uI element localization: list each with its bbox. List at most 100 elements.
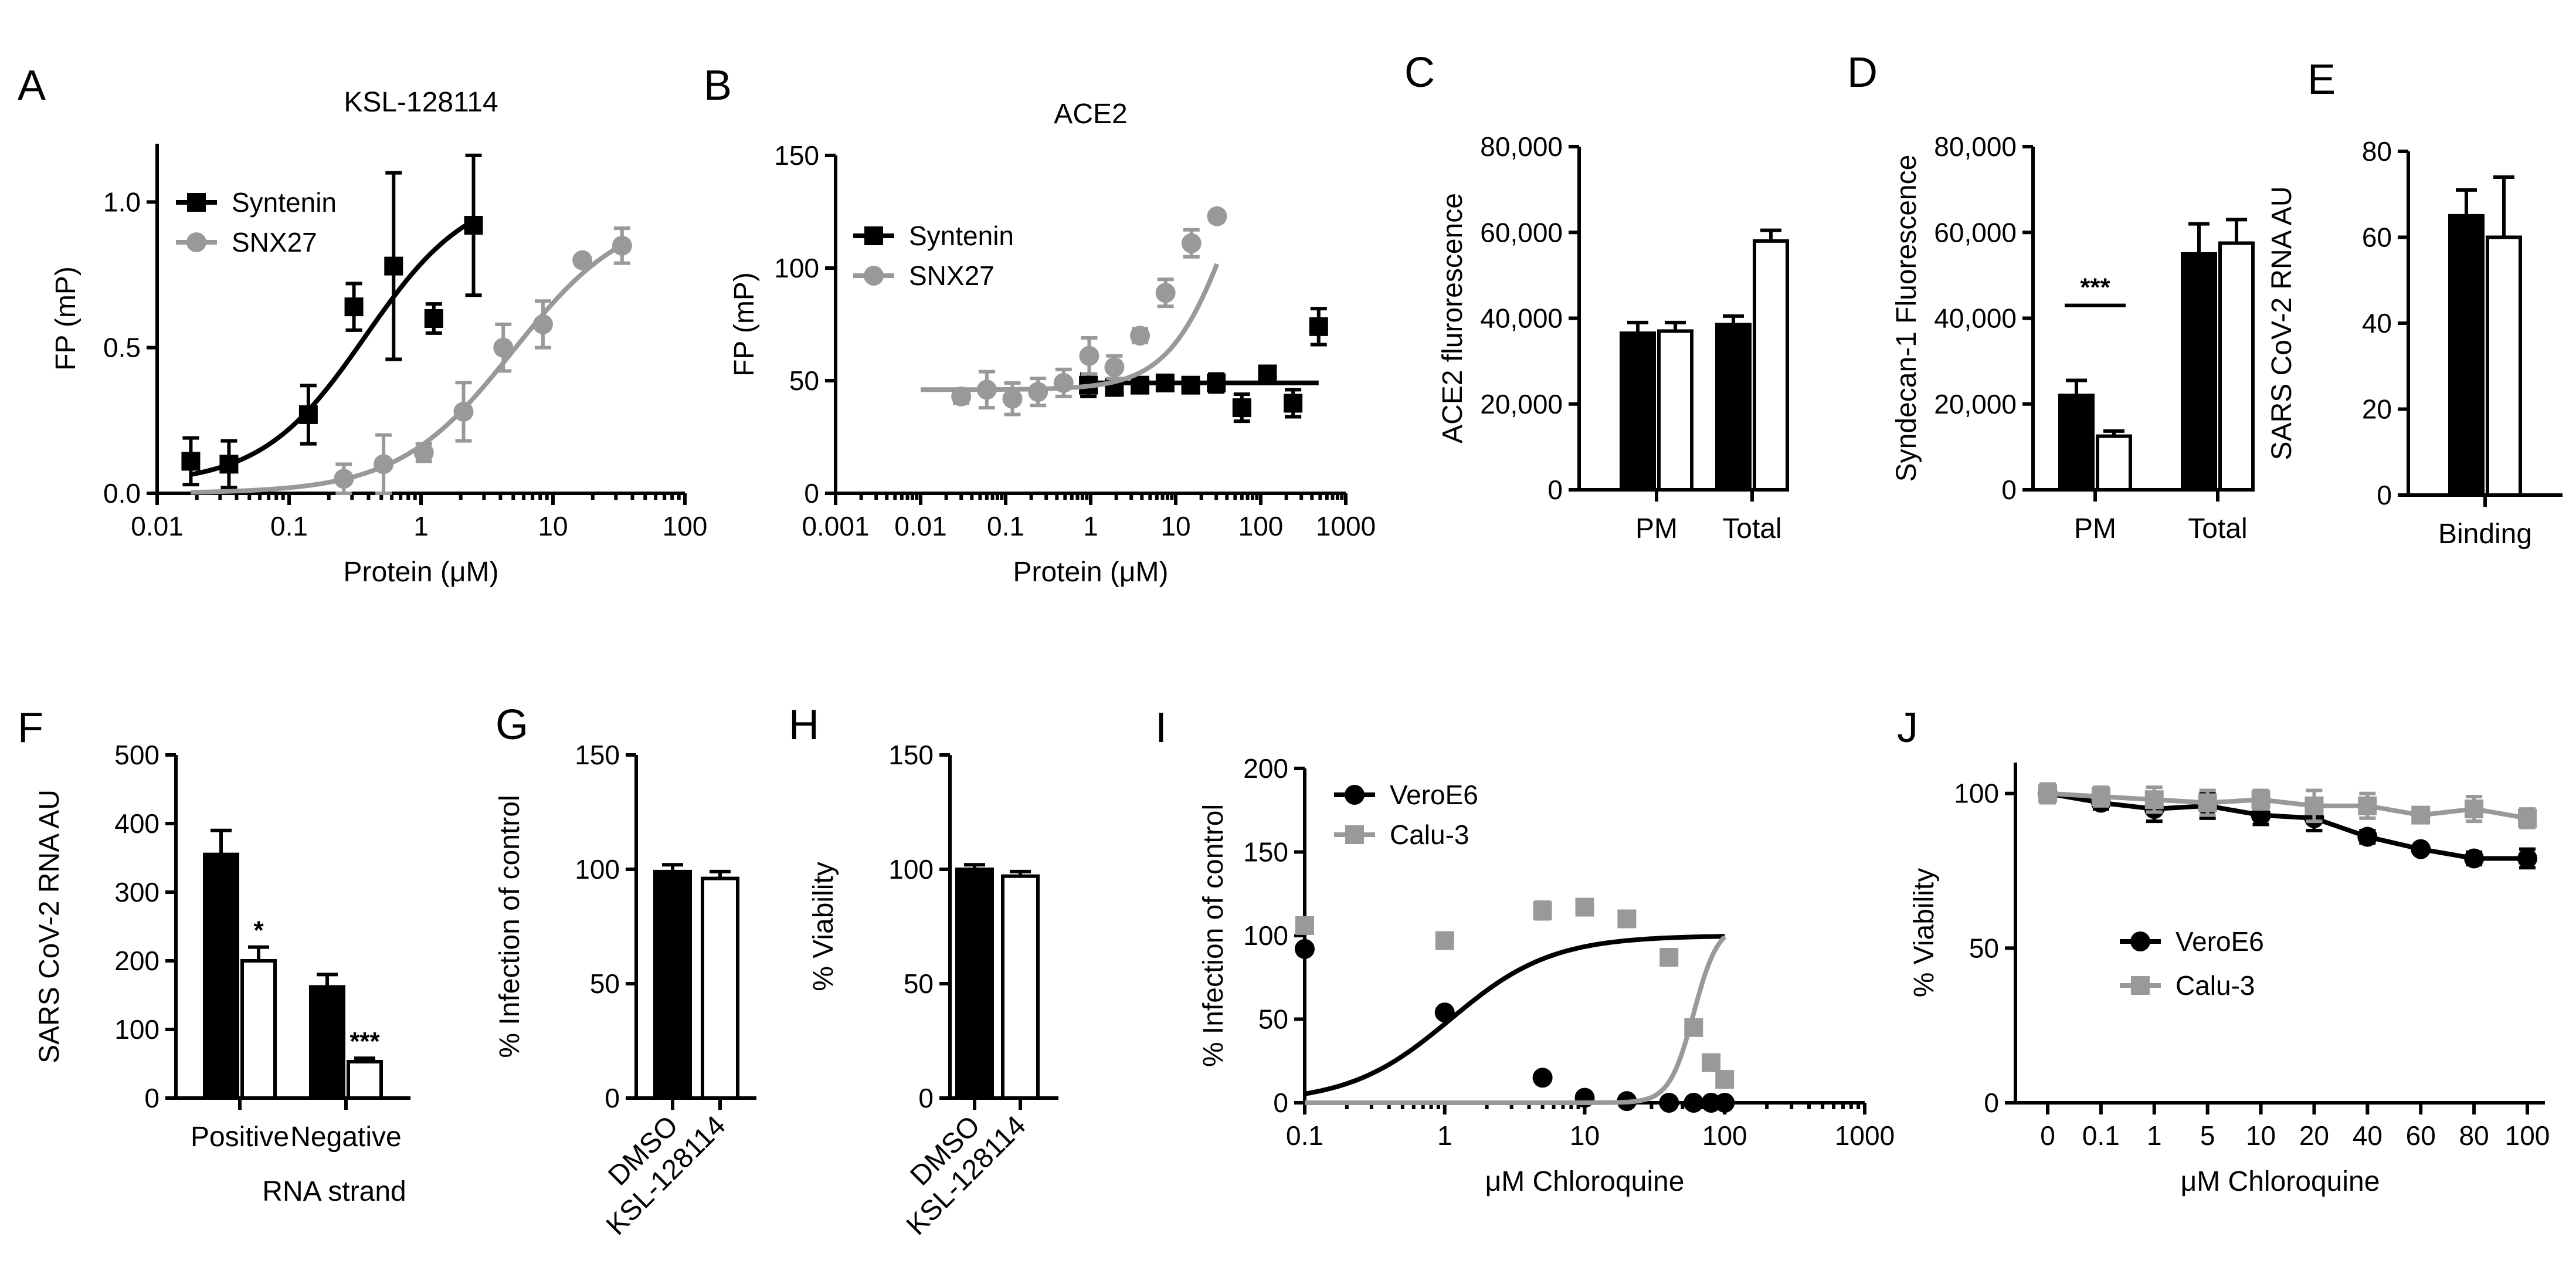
y-axis-label: Syndecan-1 Fluorescence bbox=[1891, 155, 1922, 482]
y-tick-label: 60,000 bbox=[1480, 217, 1563, 248]
data-point-Syntenin bbox=[181, 452, 201, 471]
x-axis-label: μM Chloroquine bbox=[2181, 1166, 2380, 1197]
bar bbox=[1753, 239, 1789, 492]
x-tick-label: Positive bbox=[191, 1122, 289, 1153]
data-point-Calu-3 bbox=[1617, 909, 1637, 929]
data-point-Calu-3 bbox=[2305, 796, 2324, 815]
bar bbox=[1620, 331, 1656, 492]
y-tick-label: 200 bbox=[114, 946, 159, 976]
y-tick-label: 40,000 bbox=[1480, 303, 1563, 334]
data-point-Calu-3 bbox=[2358, 796, 2377, 815]
data-point-Syntenin bbox=[464, 216, 483, 235]
x-tick-label: Total bbox=[1722, 513, 1781, 544]
y-tick-label: 100 bbox=[575, 854, 620, 885]
y-tick-label: 0 bbox=[1273, 1088, 1288, 1118]
data-point-VeroE6 bbox=[2357, 826, 2378, 847]
y-tick-label: 1.0 bbox=[103, 187, 141, 217]
x-tick-label: 100 bbox=[1702, 1120, 1747, 1151]
y-tick-label: 400 bbox=[114, 808, 159, 839]
x-tick-label: PM bbox=[2074, 513, 2116, 544]
series-line-Calu-3 bbox=[2047, 791, 2528, 821]
y-tick-label: 100 bbox=[888, 854, 934, 885]
x-tick-label: 0 bbox=[2040, 1120, 2055, 1151]
x-tick-label: 0.1 bbox=[2082, 1120, 2120, 1151]
y-tick-label: 50 bbox=[904, 968, 934, 999]
data-point-SNX27 bbox=[976, 380, 997, 400]
data-point-Calu-3 bbox=[2091, 787, 2110, 806]
y-tick-label: 50 bbox=[1258, 1004, 1288, 1035]
bar bbox=[2058, 394, 2095, 492]
y-tick-label: 150 bbox=[1243, 837, 1288, 868]
data-point-SNX27 bbox=[1079, 345, 1099, 366]
data-point-VeroE6 bbox=[1684, 1093, 1704, 1113]
x-tick-label: Negative bbox=[290, 1122, 401, 1153]
x-tick-label: 1 bbox=[1437, 1120, 1452, 1151]
data-point-Syntenin bbox=[219, 455, 239, 474]
data-point-Calu-3 bbox=[1575, 897, 1594, 917]
data-point-Syntenin bbox=[298, 405, 318, 424]
panel-letter: C bbox=[1404, 49, 1435, 96]
y-tick-label: 40,000 bbox=[1934, 303, 2017, 334]
y-tick-label: 50 bbox=[1969, 933, 1999, 963]
y-tick-label: 100 bbox=[1243, 920, 1288, 951]
data-point-Calu-3 bbox=[2198, 793, 2217, 812]
y-tick-label: 0 bbox=[605, 1083, 620, 1113]
bar bbox=[309, 985, 345, 1100]
x-tick-label: 80 bbox=[2459, 1120, 2489, 1151]
x-tick-label: 0.1 bbox=[987, 511, 1024, 541]
x-tick-label: 10 bbox=[1160, 511, 1190, 541]
significance-label: * bbox=[253, 916, 264, 945]
data-point-Calu-3 bbox=[2518, 808, 2537, 828]
data-point-Syntenin bbox=[1181, 375, 1200, 395]
panel-letter: F bbox=[18, 704, 43, 751]
data-point-SNX27 bbox=[453, 401, 474, 422]
data-point-SNX27 bbox=[334, 469, 354, 489]
y-axis-label: % Viability bbox=[808, 862, 839, 991]
data-point-Calu-3 bbox=[2411, 805, 2431, 825]
legend-marker bbox=[2131, 976, 2150, 995]
data-point-SNX27 bbox=[1181, 233, 1202, 253]
x-tick-label: 0.1 bbox=[1286, 1120, 1323, 1151]
panel-C: C 0 20,000 40,000 60,000 80,000 ACE2 fluroresc… bbox=[1404, 49, 1789, 544]
x-tick-label: 0.1 bbox=[270, 511, 308, 541]
bar bbox=[240, 959, 277, 1100]
panel-letter: G bbox=[495, 702, 528, 748]
y-tick-label: 80 bbox=[2362, 136, 2392, 167]
panel-letter: H bbox=[789, 702, 819, 748]
x-tick-label: Binding bbox=[2438, 519, 2532, 550]
y-axis-label: FP (mP) bbox=[729, 272, 760, 377]
x-tick-label: 10 bbox=[538, 511, 568, 541]
panel-J: J 0 50 100 % Viability 0 0.1 1 5 10 20 40 60 80 100 μM … bbox=[1897, 704, 2550, 1197]
data-point-Calu-3 bbox=[1533, 901, 1552, 920]
data-point-VeroE6 bbox=[1659, 1093, 1679, 1113]
y-tick-label: 150 bbox=[774, 140, 819, 171]
x-tick-label: 100 bbox=[663, 511, 708, 541]
legend-label: SNX27 bbox=[232, 227, 317, 258]
data-point-Calu-3 bbox=[1684, 1018, 1703, 1037]
data-point-SNX27 bbox=[493, 337, 514, 358]
panel-D: D 0 20,000 40,000 60,000 80,000 Syndecan-1 Flu… bbox=[1847, 49, 2255, 544]
x-tick-label: 10 bbox=[1570, 1120, 1600, 1151]
x-tick-label: Total bbox=[2188, 513, 2247, 544]
panel-I: I 0 50 100 150 200 % Infection of control 0.1 1 1… bbox=[1155, 704, 1895, 1197]
data-point-SNX27 bbox=[1155, 283, 1176, 303]
y-axis-label: % Infection of control bbox=[1198, 804, 1229, 1067]
y-tick-label: 100 bbox=[114, 1014, 159, 1045]
x-tick-label: PM bbox=[1635, 513, 1678, 544]
bar bbox=[2096, 434, 2132, 492]
data-point-SNX27 bbox=[1028, 382, 1048, 402]
bar bbox=[2181, 252, 2217, 492]
y-tick-label: 0 bbox=[144, 1083, 159, 1113]
data-point-Calu-3 bbox=[1435, 931, 1454, 950]
y-tick-label: 0 bbox=[2377, 480, 2392, 510]
y-axis-label: SARS CoV-2 RNA AU bbox=[2266, 187, 2297, 460]
data-point-Calu-3 bbox=[1295, 916, 1314, 935]
bar bbox=[653, 869, 692, 1100]
x-tick-label: 100 bbox=[1238, 511, 1284, 541]
legend-marker bbox=[187, 193, 206, 212]
x-tick-label: 100 bbox=[2505, 1120, 2550, 1151]
y-tick-label: 40 bbox=[2362, 308, 2392, 338]
legend-label: Syntenin bbox=[232, 187, 337, 218]
